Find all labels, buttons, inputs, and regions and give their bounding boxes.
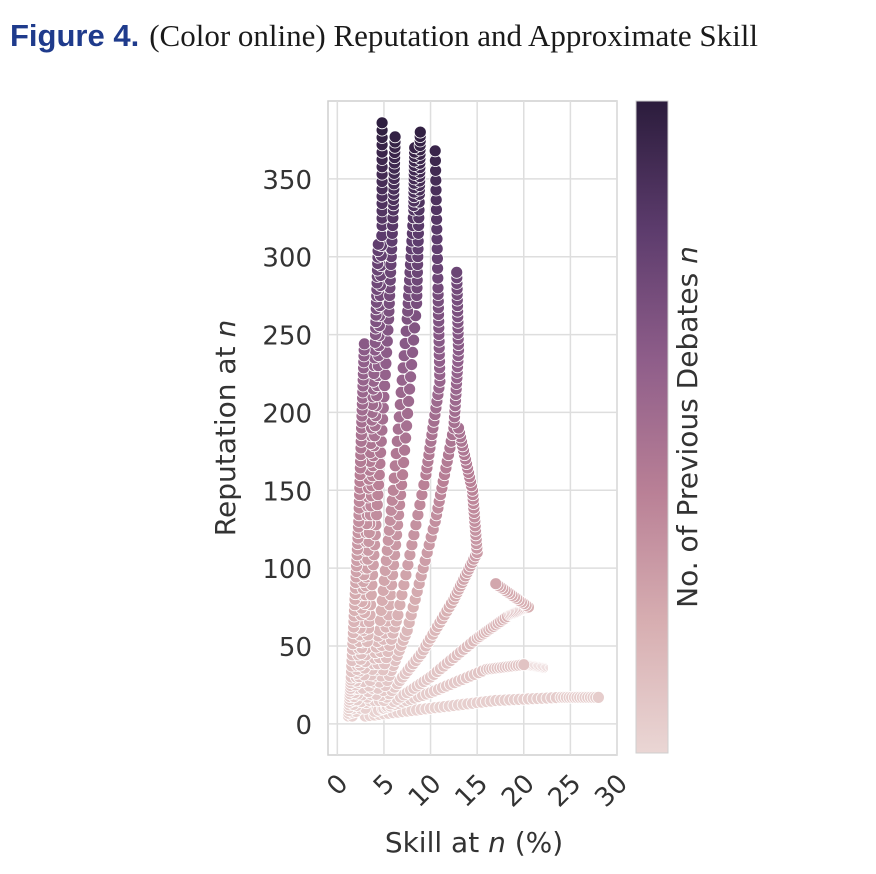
x-tick-label: 20 (496, 769, 541, 814)
data-point (357, 337, 371, 351)
y-tick-label: 250 (262, 322, 312, 352)
data-point (413, 125, 427, 139)
y-tick-label: 300 (262, 244, 312, 274)
y-tick-label: 150 (262, 477, 312, 507)
y-axis-label: Reputation at n (209, 320, 242, 536)
data-point (489, 577, 503, 591)
x-axis-label: Skill at n (%) (385, 826, 563, 859)
x-tick-labels: 0 5 10 15 20 25 30 (321, 769, 634, 814)
y-tick-label: 50 (279, 633, 312, 663)
colorbar-label: No. of Previous Debates n (671, 246, 704, 608)
data-point (375, 116, 389, 130)
x-tick-label: 25 (543, 769, 588, 814)
x-tick-label: 15 (449, 769, 494, 814)
x-tick-label: 30 (589, 769, 634, 814)
data-points (342, 116, 605, 723)
x-tick-label: 5 (368, 769, 401, 802)
data-point (592, 691, 605, 704)
data-point (517, 658, 531, 672)
data-point (388, 130, 402, 144)
y-tick-label: 0 (295, 711, 312, 741)
y-tick-label: 100 (262, 555, 312, 585)
x-tick-label: 0 (321, 769, 354, 802)
figure-label: Figure 4. (10, 18, 140, 53)
y-tick-labels: 0 50 100 150 200 250 300 350 (262, 166, 312, 741)
y-tick-label: 200 (262, 399, 312, 429)
colorbar (635, 100, 669, 754)
data-point (450, 265, 464, 279)
y-tick-label: 350 (262, 166, 312, 196)
x-tick-label: 10 (403, 769, 448, 814)
figure-title: (Color online) Reputation and Approximat… (149, 18, 758, 53)
data-point (428, 144, 442, 158)
figure-caption: Figure 4. (Color online) Reputation and A… (10, 16, 758, 56)
